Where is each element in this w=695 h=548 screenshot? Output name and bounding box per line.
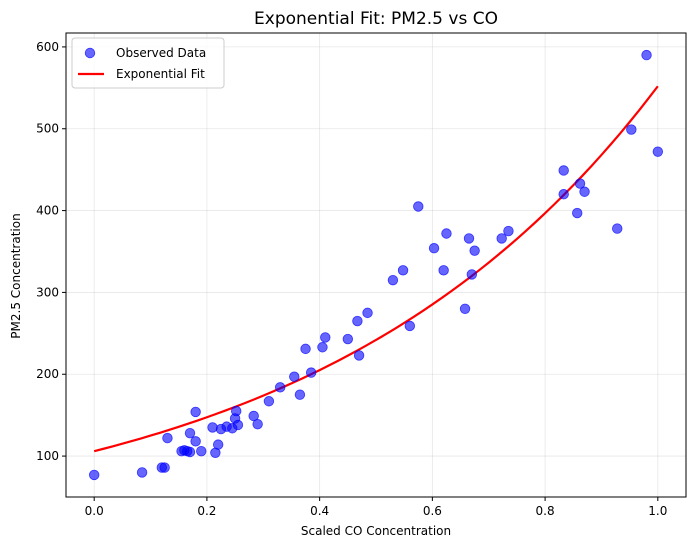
legend-label-fit: Exponential Fit — [116, 67, 205, 81]
data-point — [300, 343, 311, 355]
data-point — [136, 467, 148, 478]
legend-label-observed: Observed Data — [116, 46, 206, 60]
data-point — [574, 178, 586, 189]
data-point — [305, 367, 317, 378]
data-point — [626, 124, 637, 135]
data-point — [317, 342, 328, 353]
data-point — [466, 269, 478, 280]
data-point — [397, 265, 409, 276]
y-tick-label: 100 — [36, 449, 59, 463]
data-point — [572, 207, 583, 219]
data-point — [159, 462, 170, 473]
data-point — [441, 228, 452, 239]
data-point — [459, 303, 471, 314]
y-tick-label: 600 — [36, 40, 59, 54]
data-point — [184, 446, 196, 458]
data-point — [352, 315, 363, 327]
data-point — [320, 332, 331, 343]
data-point — [463, 233, 475, 244]
x-tick-label: 0.4 — [310, 504, 329, 518]
data-point — [469, 245, 480, 256]
data-point — [184, 427, 196, 439]
y-axis-label: PM2.5 Concentration — [9, 213, 23, 338]
plot-frame — [65, 32, 687, 498]
data-point — [558, 189, 569, 200]
legend-box — [71, 37, 225, 89]
data-point — [162, 432, 173, 444]
axes: 0.0 0.2 0.4 0.6 0.8 1.0 100 200 300 400 500 600 — [36, 32, 687, 518]
data-point — [579, 186, 590, 197]
data-point — [196, 445, 207, 457]
chart-title: Exponential Fit: PM2.5 vs CO — [254, 9, 498, 29]
data-point — [558, 165, 569, 176]
data-point — [652, 146, 664, 157]
data-point — [641, 49, 652, 61]
x-tick-label: 0.6 — [423, 504, 442, 518]
x-axis-label: Scaled CO Concentration — [301, 524, 451, 538]
data-point — [88, 469, 100, 481]
grid — [66, 33, 686, 497]
data-point — [212, 439, 224, 450]
y-tick-label: 200 — [36, 367, 59, 381]
data-point — [252, 418, 263, 430]
data-point — [404, 320, 416, 332]
data-point — [503, 225, 514, 237]
data-point — [342, 333, 354, 345]
data-point — [413, 201, 424, 212]
fit-line-layer — [93, 85, 659, 453]
data-point — [362, 307, 373, 319]
y-tick-label: 500 — [36, 122, 59, 136]
data-point — [438, 265, 449, 276]
data-point — [353, 350, 365, 361]
data-point — [274, 382, 286, 393]
x-tick-label: 0.0 — [85, 504, 104, 518]
fit-line — [93, 85, 659, 453]
legend: Observed Data Exponential Fit — [71, 37, 225, 89]
data-point — [496, 233, 507, 244]
data-point — [428, 243, 440, 254]
x-tick-label: 1.0 — [648, 504, 667, 518]
data-point — [387, 274, 399, 286]
data-point — [289, 371, 300, 382]
data-point — [232, 419, 244, 431]
y-tick-label: 300 — [36, 285, 59, 299]
data-point — [294, 389, 306, 400]
data-point — [263, 396, 275, 407]
data-point — [190, 436, 201, 447]
y-tick-label: 400 — [36, 204, 59, 218]
x-tick-label: 0.2 — [197, 504, 216, 518]
scatter-points — [88, 49, 664, 481]
data-point — [231, 405, 242, 417]
data-point — [612, 223, 623, 234]
data-point — [190, 406, 201, 418]
data-point — [207, 422, 218, 433]
x-tick-label: 0.8 — [536, 504, 555, 518]
legend-marker-observed — [84, 47, 96, 59]
